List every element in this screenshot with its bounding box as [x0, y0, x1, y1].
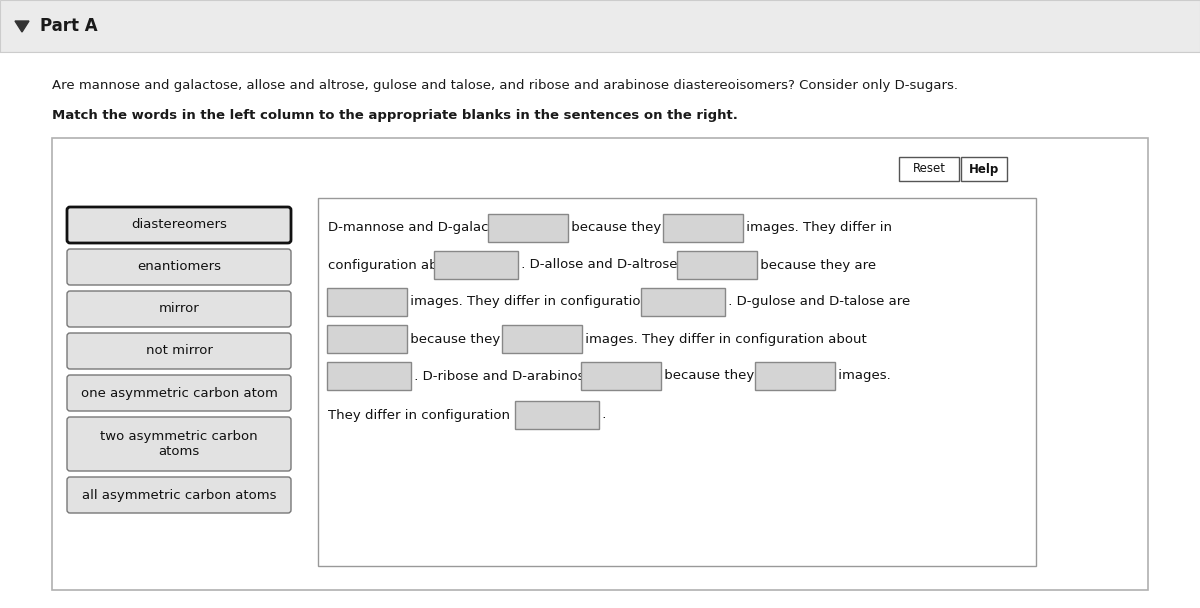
Text: . D-ribose and D-arabinose are: . D-ribose and D-arabinose are — [410, 370, 623, 382]
FancyBboxPatch shape — [318, 198, 1036, 566]
FancyBboxPatch shape — [67, 477, 292, 513]
Text: all asymmetric carbon atoms: all asymmetric carbon atoms — [82, 488, 276, 502]
Text: two asymmetric carbon
atoms: two asymmetric carbon atoms — [100, 430, 258, 458]
FancyBboxPatch shape — [581, 362, 661, 390]
Text: Are mannose and galactose, allose and altrose, gulose and talose, and ribose and: Are mannose and galactose, allose and al… — [52, 78, 958, 91]
Text: because they are: because they are — [756, 258, 876, 272]
FancyBboxPatch shape — [515, 401, 599, 429]
FancyBboxPatch shape — [326, 362, 410, 390]
FancyBboxPatch shape — [662, 214, 743, 242]
Text: images. They differ in configuration about: images. They differ in configuration abo… — [581, 333, 866, 345]
Text: because they are: because they are — [406, 333, 530, 345]
FancyBboxPatch shape — [67, 375, 292, 411]
Text: .: . — [598, 409, 606, 421]
FancyBboxPatch shape — [502, 325, 582, 353]
FancyBboxPatch shape — [67, 207, 292, 243]
FancyBboxPatch shape — [0, 0, 1200, 52]
Polygon shape — [14, 21, 29, 32]
Text: images. They differ in: images. They differ in — [742, 221, 892, 235]
Text: Match the words in the left column to the appropriate blanks in the sentences on: Match the words in the left column to th… — [52, 108, 738, 122]
FancyBboxPatch shape — [67, 291, 292, 327]
FancyBboxPatch shape — [326, 288, 407, 316]
Text: Reset: Reset — [912, 162, 946, 176]
FancyBboxPatch shape — [67, 417, 292, 471]
Text: enantiomers: enantiomers — [137, 260, 221, 274]
FancyBboxPatch shape — [641, 288, 725, 316]
Text: configuration about: configuration about — [328, 258, 463, 272]
Text: mirror: mirror — [158, 303, 199, 316]
Text: diastereomers: diastereomers — [131, 218, 227, 232]
Text: . D-gulose and D-talose are: . D-gulose and D-talose are — [724, 295, 911, 308]
Text: images.: images. — [834, 370, 892, 382]
FancyBboxPatch shape — [755, 362, 835, 390]
FancyBboxPatch shape — [961, 157, 1007, 181]
FancyBboxPatch shape — [52, 138, 1148, 590]
Text: Part A: Part A — [40, 17, 97, 35]
FancyBboxPatch shape — [67, 333, 292, 369]
FancyBboxPatch shape — [899, 157, 959, 181]
FancyBboxPatch shape — [0, 52, 1200, 608]
Text: . D-allose and D-altrose are: . D-allose and D-altrose are — [517, 258, 708, 272]
Text: not mirror: not mirror — [145, 345, 212, 358]
Text: because they are: because they are — [660, 370, 784, 382]
FancyBboxPatch shape — [434, 251, 518, 279]
FancyBboxPatch shape — [326, 325, 407, 353]
FancyBboxPatch shape — [67, 249, 292, 285]
FancyBboxPatch shape — [677, 251, 757, 279]
FancyBboxPatch shape — [488, 214, 568, 242]
Text: because they are: because they are — [568, 221, 691, 235]
Text: D-mannose and D-galactose are: D-mannose and D-galactose are — [328, 221, 547, 235]
Text: images. They differ in configuration about: images. They differ in configuration abo… — [406, 295, 696, 308]
Text: They differ in configuration about: They differ in configuration about — [328, 409, 557, 421]
Text: Help: Help — [968, 162, 1000, 176]
Text: one asymmetric carbon atom: one asymmetric carbon atom — [80, 387, 277, 399]
